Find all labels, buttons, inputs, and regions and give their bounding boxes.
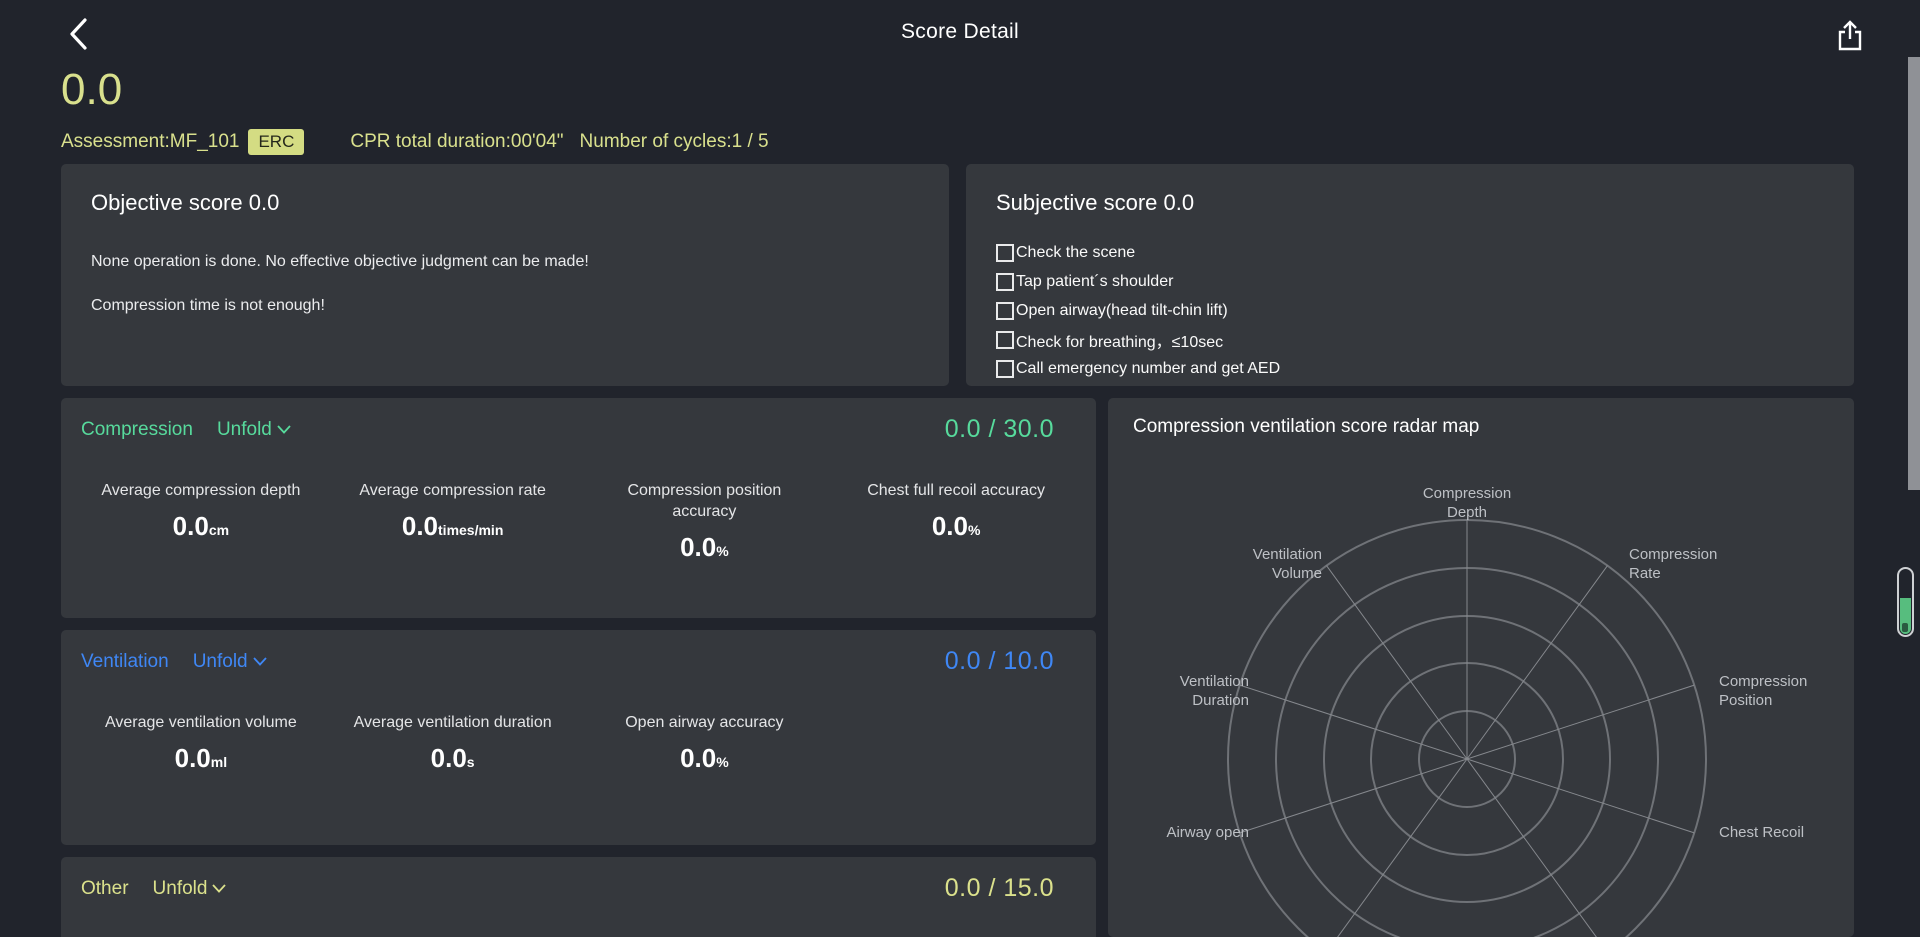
ventilation-section: Ventilation Unfold 0.0 / 10.0 Average ve…	[61, 630, 1096, 845]
battery-indicator	[1897, 567, 1914, 637]
share-icon	[1838, 20, 1862, 51]
other-unfold-button[interactable]: Unfold	[153, 878, 227, 900]
checklist-item-label: Tap patient´s shoulder	[1016, 273, 1174, 290]
other-section-title: Other	[81, 877, 129, 899]
stat-unit: s	[466, 754, 475, 770]
compression-score: 0.0 / 30.0	[944, 415, 1054, 443]
stat-unit: %	[967, 522, 981, 538]
checkbox-unchecked[interactable]	[996, 302, 1014, 320]
compression-section-title: Compression	[81, 418, 193, 440]
checklist-item-label: Check for breathing，≤10sec	[1016, 334, 1224, 351]
compression-unfold-button[interactable]: Unfold	[217, 419, 291, 441]
stat-value: 0.0	[430, 743, 467, 773]
radar-axis-ventilation-duration: Ventilation Duration	[1179, 673, 1249, 709]
chevron-down-icon	[212, 884, 227, 893]
stat-label: Average ventilation duration	[353, 714, 552, 731]
cycle-count: Number of cycles:1 / 5	[579, 131, 769, 152]
total-score: 0.0	[61, 65, 123, 114]
cpr-duration: CPR total duration:00'04"	[350, 131, 564, 152]
stat-unit: cm	[208, 522, 230, 538]
stat-unit: %	[716, 543, 729, 559]
stat-label: Average compression depth	[101, 482, 301, 499]
stat-label: Average compression rate	[359, 482, 546, 499]
scrollbar-thumb[interactable]	[1908, 57, 1920, 490]
checklist-item-label: Call emergency number and get AED	[1016, 360, 1281, 377]
stat-ventilation-volume: Average ventilation volume 0.0ml	[75, 712, 327, 774]
stat-value: 0.0	[680, 532, 717, 562]
checklist-item[interactable]: Tap patient´s shoulder	[996, 271, 1824, 293]
checklist-item[interactable]: Open airway(head tilt-chin lift)	[996, 300, 1824, 322]
objective-score-title: Objective score 0.0	[91, 190, 280, 215]
objective-message: Compression time is not enough!	[91, 297, 325, 314]
checklist-item[interactable]: Check the scene	[996, 242, 1824, 264]
radar-axis-chest-recoil: Chest Recoil	[1719, 824, 1805, 841]
ventilation-section-title: Ventilation	[81, 650, 169, 672]
checkbox-unchecked[interactable]	[996, 331, 1014, 349]
share-button[interactable]	[1832, 14, 1868, 58]
stat-empty	[830, 712, 1082, 774]
subjective-score-title: Subjective score 0.0	[996, 190, 1195, 215]
back-button[interactable]	[56, 12, 100, 56]
stat-label: Chest full recoil accuracy	[867, 482, 1046, 499]
radar-chart-panel: Compression ventilation score radar map …	[1108, 398, 1854, 937]
radar-chart	[1227, 519, 1707, 937]
chevron-down-icon	[277, 425, 291, 434]
other-score: 0.0 / 15.0	[944, 874, 1054, 902]
stat-ventilation-duration: Average ventilation duration 0.0s	[327, 712, 579, 774]
radar-axis-compression-depth: Compression Depth	[1422, 485, 1512, 521]
ventilation-score: 0.0 / 10.0	[944, 647, 1054, 675]
stat-label: Compression position accuracy	[627, 482, 782, 520]
radar-axis-compression-position: Compression Position	[1719, 673, 1808, 709]
stat-value: 0.0	[174, 743, 211, 773]
ventilation-unfold-button[interactable]: Unfold	[193, 651, 267, 673]
radar-axis-ventilation-volume: Ventilation Volume	[1252, 546, 1322, 582]
unfold-label: Unfold	[192, 650, 248, 672]
other-section: Other Unfold 0.0 / 15.0	[61, 857, 1096, 937]
stat-open-airway-accuracy: Open airway accuracy 0.0%	[579, 712, 831, 774]
guideline-badge: ERC	[248, 129, 305, 155]
checkbox-unchecked[interactable]	[996, 360, 1014, 378]
stat-unit: %	[716, 754, 729, 770]
stat-unit: ml	[210, 754, 228, 770]
objective-message: None operation is done. No effective obj…	[91, 253, 589, 270]
checklist-item[interactable]: Call emergency number and get AED	[996, 358, 1824, 380]
stat-value: 0.0	[172, 511, 209, 541]
radar-axis-airway-open: Airway open	[1166, 824, 1249, 841]
objective-score-panel: Objective score 0.0 None operation is do…	[61, 164, 949, 386]
stat-value: 0.0	[931, 511, 968, 541]
checkbox-unchecked[interactable]	[996, 273, 1014, 291]
checklist-item-label: Check the scene	[1016, 244, 1136, 261]
stat-compression-depth: Average compression depth 0.0cm	[75, 480, 327, 563]
unfold-label: Unfold	[216, 418, 272, 440]
radar-axis-compression-rate: Compression Rate	[1629, 546, 1718, 582]
subjective-score-panel: Subjective score 0.0 Check the scene Tap…	[966, 164, 1854, 386]
stat-chest-recoil-accuracy: Chest full recoil accuracy 0.0%	[830, 480, 1082, 563]
assessment-name: Assessment:MF_101	[61, 131, 240, 152]
assessment-row: Assessment:MF_101 ERC CPR total duration…	[61, 129, 769, 155]
unfold-label: Unfold	[152, 877, 208, 899]
checklist-item[interactable]: Check for breathing，≤10sec	[996, 329, 1824, 351]
checkbox-unchecked[interactable]	[996, 244, 1014, 262]
subjective-checklist: Check the scene Tap patient´s shoulder O…	[996, 242, 1824, 380]
stat-label: Average ventilation volume	[104, 714, 297, 731]
page-title: Score Detail	[901, 20, 1019, 43]
battery-level-fill	[1900, 598, 1911, 634]
stat-label: Open airway accuracy	[625, 714, 784, 731]
stat-compression-rate: Average compression rate 0.0times/min	[327, 480, 579, 563]
stat-value: 0.0	[680, 743, 717, 773]
battery-charge-mark	[1902, 623, 1908, 632]
compression-section: Compression Unfold 0.0 / 30.0 Average co…	[61, 398, 1096, 618]
radar-chart-title: Compression ventilation score radar map	[1133, 416, 1480, 437]
stat-unit: times/min	[438, 522, 504, 538]
stat-compression-position-accuracy: Compression position accuracy 0.0%	[579, 480, 831, 563]
back-chevron-icon	[70, 18, 87, 50]
stat-value: 0.0	[401, 511, 439, 541]
chevron-down-icon	[252, 657, 267, 666]
checklist-item-label: Open airway(head tilt-chin lift)	[1016, 302, 1228, 319]
